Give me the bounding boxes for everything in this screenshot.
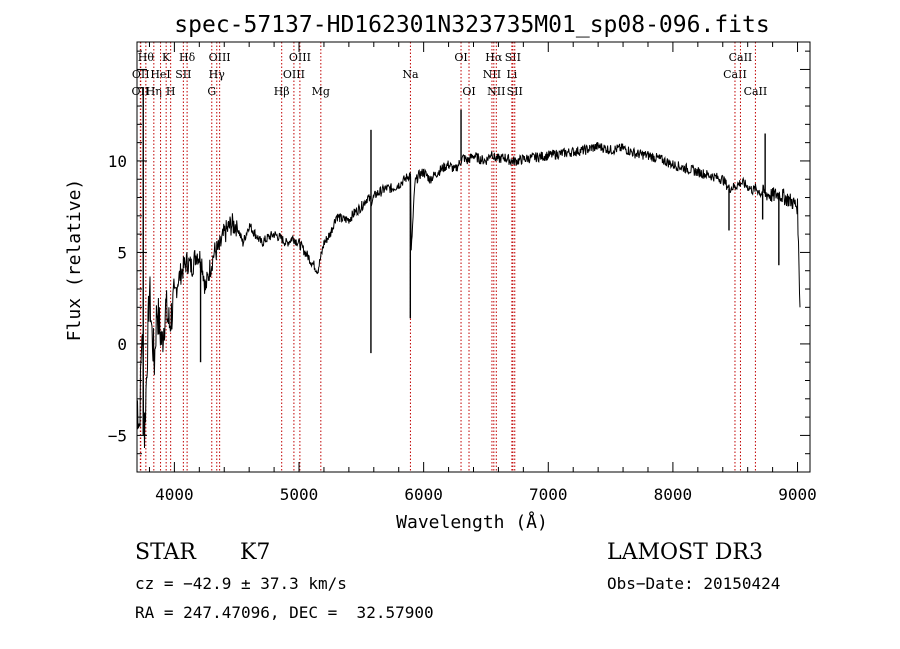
y-tick-label: 0 [117,335,127,354]
line-label-3: Hη [146,85,162,98]
line-label-13: OIII [283,68,305,81]
line-label-6: H [166,85,176,98]
line-label-8: Hδ [179,51,196,64]
object-subclass: K7 [240,540,271,565]
coordinates: RA = 247.47096, DEC = 32.57900 [135,603,434,622]
line-label-17: OI [454,51,467,64]
line-label-7: SII [175,68,191,81]
line-label-15: Mg [312,85,330,98]
y-tick-label: −5 [108,426,127,445]
x-axis-label: Wavelength (Å) [396,511,548,533]
x-tick-label: 6000 [404,485,443,504]
line-label-2: Hθ [138,51,155,64]
line-label-5: K [162,51,171,64]
x-tick-label: 7000 [529,485,568,504]
object-class: STAR [135,540,196,565]
x-tick-label: 5000 [280,485,319,504]
observation-date: Obs−Date: 20150424 [607,574,781,593]
line-label-25: CaII [723,68,747,81]
x-tick-label: 8000 [654,485,693,504]
line-label-10: Hγ [209,68,226,81]
flux-line [136,141,801,449]
line-label-14: OIII [289,51,311,64]
line-label-12: Hβ [274,85,290,98]
line-label-1: OII [132,68,150,81]
survey-name: LAMOST DR3 [607,540,763,565]
axes: 4000 5000 6000 7000 8000 9000 −5 0 5 10 [108,42,817,504]
line-label-22: Li [506,68,517,81]
line-label-24: SII [507,85,523,98]
y-tick-label: 10 [108,152,127,171]
redshift-cz: cz = −42.9 ± 37.3 km/s [135,574,347,593]
x-tick-label: 9000 [778,485,817,504]
line-label-27: CaII [744,85,768,98]
line-label-4: HeI [150,68,170,81]
line-label-26: CaII [729,51,753,64]
line-label-20: Hα [485,51,503,64]
x-tick-label: 4000 [155,485,194,504]
line-label-18: OI [462,85,475,98]
line-label-9: G [207,85,216,98]
plot-frame [136,41,811,473]
line-label-16: Na [402,68,419,81]
line-label-19: NII [483,68,501,81]
spectral-line-markers: OIIOIIHθHηHeIKHSIIHδGHγOIIIHβOIIIOIIIMgN… [132,42,768,472]
y-tick-label: 5 [117,243,127,262]
line-label-21: NII [487,85,505,98]
line-label-23: SII [505,51,521,64]
flux-series [136,87,801,449]
y-axis-label: Flux (relative) [64,179,85,342]
line-label-11: OIII [209,51,231,64]
chart-title: spec-57137-HD162301N323735M01_sp08-096.f… [174,12,769,38]
